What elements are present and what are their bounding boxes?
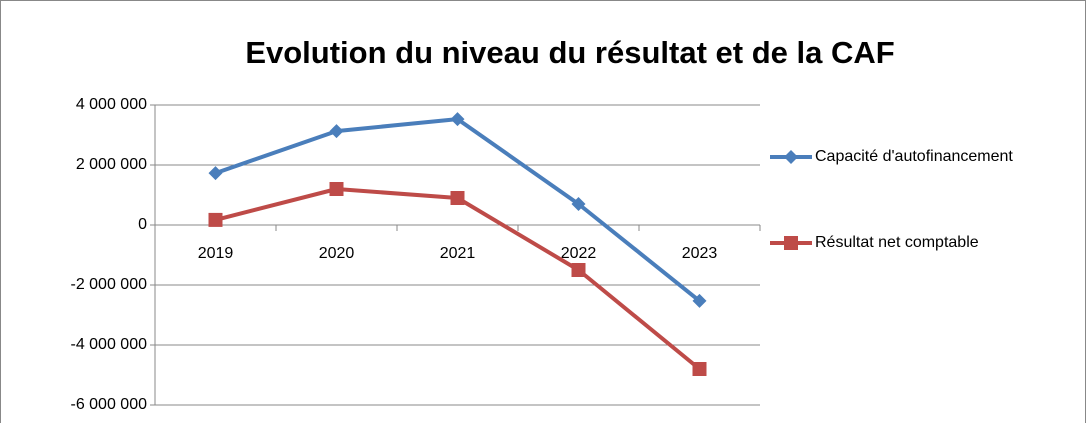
x-tick-label: 2022 — [561, 245, 597, 262]
legend-marker — [784, 236, 798, 250]
x-tick-label: 2023 — [682, 245, 718, 262]
x-tick-label: 2021 — [440, 245, 476, 262]
y-tick-label: 0 — [138, 216, 147, 233]
point-marker — [692, 293, 707, 308]
point-marker — [692, 362, 707, 376]
point-marker — [329, 124, 344, 139]
point-marker — [329, 182, 344, 196]
y-tick-label: -2 000 000 — [70, 276, 147, 293]
chart-title: Evolution du niveau du résultat et de la… — [245, 35, 894, 70]
legend-label: Résultat net comptable — [815, 234, 979, 251]
y-tick-label: 2 000 000 — [76, 156, 147, 173]
point-marker — [571, 263, 586, 277]
legend-label: Capacité d'autofinancement — [815, 148, 1013, 165]
x-tick-label: 2020 — [319, 245, 355, 262]
y-tick-label: -6 000 000 — [70, 396, 147, 413]
y-tick-label: 4 000 000 — [76, 96, 147, 113]
x-tick-label: 2019 — [198, 245, 234, 262]
point-marker — [450, 191, 465, 205]
point-marker — [450, 112, 465, 127]
y-tick-label: -4 000 000 — [70, 336, 147, 353]
legend-marker — [784, 150, 798, 164]
point-marker — [208, 212, 223, 227]
point-marker — [571, 197, 586, 211]
point-marker — [208, 166, 223, 181]
